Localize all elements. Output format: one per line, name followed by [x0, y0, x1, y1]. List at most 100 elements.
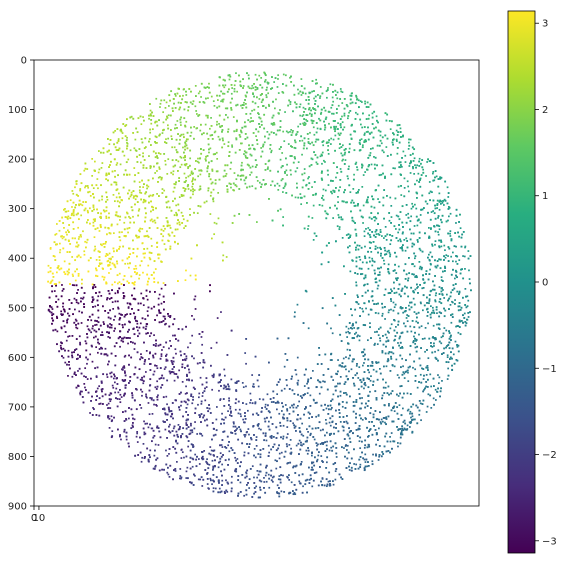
heatmap-speckle: [372, 453, 374, 456]
heatmap-speckle: [156, 314, 158, 317]
heatmap-speckle: [383, 151, 385, 154]
heatmap-speckle: [148, 256, 151, 259]
heatmap-speckle: [153, 403, 155, 406]
heatmap-speckle: [230, 183, 232, 186]
heatmap-speckle: [288, 444, 291, 446]
heatmap-speckle: [371, 257, 374, 260]
heatmap-speckle: [364, 100, 366, 103]
heatmap-speckle: [199, 376, 202, 379]
heatmap-speckle: [127, 231, 129, 234]
heatmap-speckle: [413, 225, 416, 227]
heatmap-speckle: [270, 184, 272, 187]
heatmap-speckle: [68, 364, 70, 366]
heatmap-speckle: [92, 325, 94, 327]
heatmap-speckle: [148, 117, 150, 120]
heatmap-speckle: [187, 167, 189, 170]
heatmap-speckle: [185, 477, 188, 479]
heatmap-speckle: [321, 162, 323, 165]
heatmap-speckle: [156, 367, 159, 370]
heatmap-speckle: [260, 147, 263, 149]
heatmap-speckle: [418, 261, 421, 263]
heatmap-speckle: [411, 202, 414, 205]
heatmap-speckle: [395, 129, 398, 132]
heatmap-speckle: [156, 120, 158, 123]
heatmap-speckle: [193, 357, 195, 360]
heatmap-speckle: [416, 386, 419, 389]
heatmap-speckle: [78, 335, 81, 338]
heatmap-speckle: [322, 194, 324, 197]
heatmap-speckle: [184, 392, 187, 395]
heatmap-speckle: [285, 443, 288, 445]
heatmap-speckle: [109, 323, 111, 325]
heatmap-speckle: [160, 287, 163, 290]
heatmap-speckle: [432, 397, 435, 400]
heatmap-speckle: [326, 440, 328, 443]
heatmap-speckle: [196, 160, 199, 163]
heatmap-speckle: [408, 141, 410, 144]
heatmap-speckle: [222, 254, 225, 257]
heatmap-speckle: [368, 435, 370, 437]
heatmap-speckle: [111, 283, 114, 286]
heatmap-speckle: [210, 95, 213, 98]
heatmap-speckle: [208, 452, 211, 455]
heatmap-speckle: [180, 211, 183, 214]
heatmap-speckle: [380, 142, 383, 145]
heatmap-speckle: [208, 463, 211, 466]
heatmap-speckle: [185, 138, 188, 141]
heatmap-speckle: [400, 307, 403, 310]
heatmap-speckle: [59, 242, 61, 245]
heatmap-speckle: [126, 211, 128, 214]
heatmap-speckle: [416, 224, 419, 227]
heatmap-speckle: [98, 168, 101, 171]
heatmap-speckle: [115, 387, 118, 390]
heatmap-speckle: [422, 378, 425, 380]
heatmap-speckle: [175, 211, 177, 214]
heatmap-speckle: [209, 194, 212, 197]
heatmap-speckle: [299, 140, 301, 142]
heatmap-speckle: [71, 256, 74, 258]
heatmap-speckle: [128, 215, 130, 218]
heatmap-speckle: [464, 268, 466, 270]
heatmap-speckle: [361, 307, 364, 310]
heatmap-speckle: [286, 475, 288, 478]
heatmap-speckle: [401, 427, 404, 430]
heatmap-speckle: [77, 226, 80, 229]
heatmap-speckle: [221, 412, 223, 415]
heatmap-speckle: [405, 317, 408, 319]
heatmap-speckle: [351, 314, 353, 317]
heatmap-speckle: [370, 251, 373, 253]
heatmap-speckle: [231, 475, 233, 478]
heatmap-speckle: [150, 122, 153, 125]
heatmap-speckle: [448, 206, 450, 208]
heatmap-speckle: [433, 345, 435, 347]
heatmap-speckle: [90, 331, 93, 334]
heatmap-speckle: [357, 99, 360, 102]
heatmap-speckle: [157, 394, 159, 397]
heatmap-speckle: [71, 375, 74, 378]
heatmap-speckle: [348, 165, 350, 168]
heatmap-speckle: [67, 210, 70, 212]
heatmap-speckle: [208, 151, 210, 154]
heatmap-speckle: [121, 231, 123, 234]
heatmap-speckle: [161, 188, 164, 190]
heatmap-speckle: [185, 176, 187, 179]
heatmap-speckle: [76, 245, 79, 248]
heatmap-speckle: [182, 94, 184, 97]
heatmap-speckle: [227, 410, 229, 413]
heatmap-speckle: [455, 245, 457, 248]
heatmap-speckle: [150, 274, 153, 276]
heatmap-speckle: [175, 149, 178, 151]
heatmap-speckle: [314, 140, 317, 143]
heatmap-speckle: [393, 287, 396, 290]
heatmap-speckle: [338, 226, 341, 228]
heatmap-speckle: [337, 201, 339, 204]
heatmap-speckle: [185, 94, 188, 96]
heatmap-speckle: [285, 74, 287, 77]
heatmap-speckle: [332, 379, 335, 381]
heatmap-speckle: [324, 161, 326, 163]
heatmap-speckle: [218, 123, 220, 125]
heatmap-speckle: [259, 181, 261, 184]
heatmap-speckle: [384, 318, 386, 320]
heatmap-speckle: [322, 188, 325, 191]
heatmap-speckle: [373, 219, 376, 222]
